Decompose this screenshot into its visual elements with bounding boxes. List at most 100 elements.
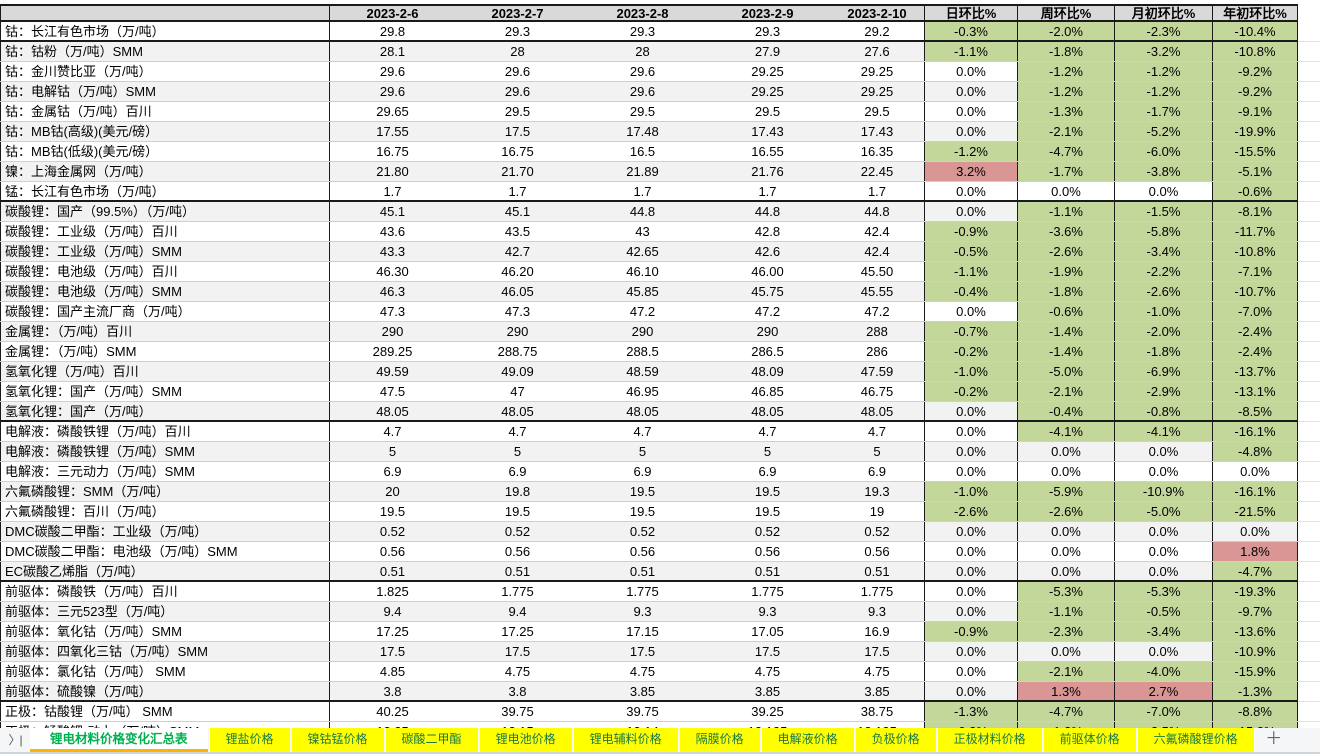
pct-cell[interactable]: 0.0% [1018, 442, 1115, 461]
pct-cell[interactable]: -4.7% [1213, 562, 1298, 580]
row-label[interactable]: 钴：MB钴(低级)(美元/磅） [0, 142, 330, 161]
pct-cell[interactable]: -3.2% [1115, 42, 1213, 61]
price-cell[interactable]: 0.56 [504, 544, 531, 559]
header-cell-date[interactable]: 2023-2-10 [830, 6, 925, 20]
sheet-tab-6[interactable]: 隔膜价格 [679, 728, 760, 752]
price-cell[interactable]: 19.5 [504, 504, 531, 519]
price-cell[interactable]: 6.9 [830, 462, 925, 481]
pct-cell[interactable]: -2.6% [1018, 502, 1115, 521]
pct-cell[interactable]: -10.9% [1115, 482, 1213, 501]
pct-cell[interactable]: -1.3% [1018, 722, 1115, 728]
header-cell-pct[interactable]: 周环比% [1018, 6, 1115, 20]
price-cell[interactable]: 46.95 [626, 384, 659, 399]
pct-cell[interactable]: -16.1% [1213, 422, 1298, 441]
pct-cell[interactable]: 0.0% [1213, 522, 1298, 541]
price-cell[interactable]: 1.825 [376, 584, 409, 599]
price-cell[interactable]: 19.5 [379, 504, 406, 519]
price-cell[interactable]: 290 [381, 324, 404, 339]
pct-cell[interactable]: -1.0% [1115, 302, 1213, 321]
pct-cell[interactable]: 0.0% [925, 82, 1018, 101]
price-cell[interactable]: 290 [756, 324, 779, 339]
price-cell[interactable]: 1.7 [383, 184, 402, 199]
pct-cell[interactable]: 1.3% [1018, 682, 1115, 700]
pct-cell[interactable]: 0.0% [1213, 462, 1298, 481]
price-cell[interactable]: 43.3 [379, 244, 406, 259]
pct-cell[interactable]: 0.0% [925, 642, 1018, 661]
price-cell[interactable]: 3.8 [383, 684, 402, 699]
price-cell[interactable]: 3.8 [508, 684, 527, 699]
price-cell[interactable]: 17.5 [504, 124, 531, 139]
price-cell[interactable]: 1.775 [626, 584, 659, 599]
pct-cell[interactable]: -1.1% [925, 42, 1018, 61]
pct-cell[interactable]: 0.0% [925, 422, 1018, 441]
price-cell[interactable]: 19 [830, 502, 925, 521]
price-cell[interactable]: 42.7 [504, 244, 531, 259]
pct-cell[interactable]: -7.0% [1213, 302, 1298, 321]
price-cell[interactable]: 48.09 [751, 364, 784, 379]
price-cell[interactable]: 48.05 [830, 402, 925, 420]
header-cell-pct[interactable]: 年初环比% [1213, 6, 1298, 20]
price-cell[interactable]: 288.75 [497, 344, 538, 359]
row-label[interactable]: 电解液：三元动力（万/吨）SMM [0, 462, 330, 481]
pct-cell[interactable]: -1.9% [1018, 262, 1115, 281]
price-cell[interactable]: 27.6 [830, 42, 925, 61]
row-label[interactable]: 电解液：磷酸铁锂（万/吨）百川 [0, 422, 330, 441]
row-label[interactable]: 前驱体：四氧化三钴（万/吨）SMM [0, 642, 330, 661]
pct-cell[interactable]: 0.0% [925, 202, 1018, 221]
price-cell[interactable]: 38.75 [830, 702, 925, 721]
add-sheet-button[interactable]: ＋ [1265, 729, 1283, 748]
price-cell[interactable]: 42.4 [830, 242, 925, 261]
price-cell[interactable]: 17.5 [504, 644, 531, 659]
row-label[interactable]: 正极：钴酸锂（万/吨） SMM [0, 702, 330, 721]
price-cell[interactable]: 47 [510, 384, 525, 399]
price-cell[interactable]: 44.8 [754, 204, 781, 219]
pct-cell[interactable]: -0.5% [1115, 602, 1213, 621]
pct-cell[interactable]: -0.3% [925, 722, 1018, 728]
price-cell[interactable]: 288.5 [626, 344, 659, 359]
pct-cell[interactable]: 0.0% [1115, 182, 1213, 200]
price-cell[interactable]: 48.05 [626, 404, 659, 419]
row-label[interactable]: 碳酸锂：电池级（万/吨）SMM [0, 282, 330, 301]
row-label[interactable]: DMC碳酸二甲酯：电池级（万/吨）SMM [0, 542, 330, 561]
price-cell[interactable]: 16.5 [629, 144, 656, 159]
price-cell[interactable]: 42.4 [830, 222, 925, 241]
price-cell[interactable]: 28.1 [379, 44, 406, 59]
price-cell[interactable]: 29.6 [504, 84, 531, 99]
price-cell[interactable]: 4.75 [830, 662, 925, 681]
price-cell[interactable]: 29.5 [754, 104, 781, 119]
pct-cell[interactable]: -1.1% [925, 262, 1018, 281]
price-cell[interactable]: 29.25 [751, 64, 784, 79]
price-cell[interactable]: 0.56 [379, 544, 406, 559]
pct-cell[interactable]: -1.3% [1018, 102, 1115, 121]
header-cell-label[interactable] [0, 6, 330, 20]
price-cell[interactable]: 49.09 [501, 364, 534, 379]
pct-cell[interactable]: -10.7% [1213, 282, 1298, 301]
price-cell[interactable]: 0.52 [629, 524, 656, 539]
pct-cell[interactable]: -3.4% [1115, 622, 1213, 641]
price-cell[interactable]: 1.775 [501, 584, 534, 599]
price-cell[interactable]: 1.7 [758, 184, 777, 199]
sheet-nav-arrows-icon[interactable]: 〉| [8, 733, 22, 747]
row-label[interactable]: 氢氧化锂（万/吨）百川 [0, 362, 330, 381]
pct-cell[interactable]: 0.0% [925, 442, 1018, 461]
pct-cell[interactable]: -0.4% [925, 282, 1018, 301]
price-cell[interactable]: 17.5 [379, 644, 406, 659]
pct-cell[interactable]: 0.0% [1018, 182, 1115, 200]
price-cell[interactable]: 48.05 [751, 404, 784, 419]
pct-cell[interactable]: -9.1% [1213, 102, 1298, 121]
price-cell[interactable]: 288 [830, 322, 925, 341]
pct-cell[interactable]: -2.3% [1018, 622, 1115, 641]
price-cell[interactable]: 43 [635, 224, 650, 239]
header-cell-pct[interactable]: 月初环比% [1115, 6, 1213, 20]
row-label[interactable]: 镍：上海金属网（万/吨） [0, 162, 330, 181]
pct-cell[interactable]: -2.9% [1115, 382, 1213, 401]
pct-cell[interactable]: -5.0% [1115, 502, 1213, 521]
price-cell[interactable]: 43.5 [504, 224, 531, 239]
pct-cell[interactable]: 0.0% [925, 582, 1018, 601]
pct-cell[interactable]: -0.6% [1018, 302, 1115, 321]
price-cell[interactable]: 29.3 [629, 24, 656, 39]
pct-cell[interactable]: 0.0% [925, 402, 1018, 420]
price-cell[interactable]: 29.5 [629, 104, 656, 119]
row-label[interactable]: 前驱体：三元523型（万/吨） [0, 602, 330, 621]
price-cell[interactable]: 5 [513, 444, 522, 459]
